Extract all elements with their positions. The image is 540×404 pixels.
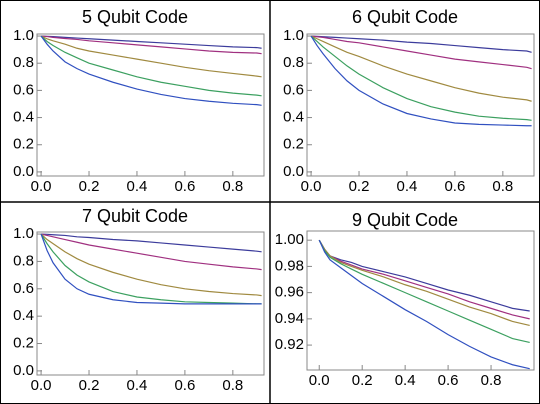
series-line — [41, 35, 262, 55]
x-tick-label: 0.6 — [444, 178, 465, 195]
y-tick-label: 1.0 — [283, 27, 304, 44]
y-tick-label: 0.0 — [13, 362, 34, 379]
series-line — [40, 233, 262, 305]
y-tick-label: 1.0 — [13, 225, 34, 242]
x-tick-label: 0.2 — [349, 178, 370, 195]
y-tick-label: 0.8 — [13, 54, 34, 71]
y-tick-label: 0.4 — [283, 109, 304, 126]
series-line — [310, 35, 532, 127]
y-tick-label: 0.6 — [13, 81, 34, 98]
x-tick-label: 0.4 — [395, 372, 416, 389]
series-line — [40, 233, 262, 271]
x-tick-label: 0.0 — [309, 372, 330, 389]
x-tick-label: 0.4 — [127, 178, 148, 195]
y-tick-label: 0.96 — [275, 284, 304, 301]
series-line — [311, 35, 532, 70]
y-tick-label: 0.4 — [13, 109, 34, 126]
chart-title: 6 Qubit Code — [352, 7, 458, 27]
series-line — [318, 239, 530, 327]
series-line — [318, 239, 530, 370]
series-line — [40, 35, 262, 78]
x-tick-label: 0.2 — [79, 377, 100, 394]
series-line — [311, 35, 532, 53]
x-tick-label: 0.8 — [222, 377, 243, 394]
y-tick-label: 0.0 — [13, 163, 34, 180]
y-tick-label: 0.2 — [13, 136, 34, 153]
series-line — [40, 35, 262, 97]
series-line — [40, 233, 262, 297]
y-tick-label: 0.2 — [13, 334, 34, 351]
x-tick-label: 0.4 — [397, 178, 418, 195]
plot-frame — [36, 33, 265, 177]
x-tick-label: 0.6 — [438, 372, 459, 389]
series-line — [40, 35, 262, 106]
y-tick-label: 1.00 — [275, 231, 304, 248]
y-tick-label: 0.92 — [275, 336, 304, 353]
x-tick-label: 0.6 — [174, 178, 195, 195]
y-tick-label: 0.2 — [283, 136, 304, 153]
y-tick-label: 0.4 — [13, 307, 34, 324]
x-tick-label: 0.4 — [127, 377, 148, 394]
plot-frame — [306, 230, 535, 371]
y-tick-label: 1.0 — [13, 27, 34, 44]
x-tick-label: 0.8 — [222, 178, 243, 195]
x-tick-label: 0.0 — [301, 178, 322, 195]
y-tick-label: 0.0 — [283, 163, 304, 180]
x-tick-label: 0.0 — [31, 178, 52, 195]
y-tick-label: 0.6 — [283, 81, 304, 98]
chart-title: 5 Qubit Code — [82, 7, 188, 27]
x-tick-label: 0.8 — [492, 178, 513, 195]
plot-frame — [36, 231, 265, 376]
y-tick-label: 0.8 — [283, 54, 304, 71]
chart-title: 9 Qubit Code — [352, 210, 458, 230]
series-line — [310, 35, 532, 102]
y-tick-label: 0.98 — [275, 257, 304, 274]
x-tick-label: 0.6 — [174, 377, 195, 394]
x-tick-label: 0.0 — [31, 377, 52, 394]
y-tick-label: 0.6 — [13, 280, 34, 297]
series-line — [318, 239, 530, 344]
y-tick-label: 0.8 — [13, 252, 34, 269]
series-line — [41, 233, 262, 253]
y-tick-label: 0.94 — [275, 310, 304, 327]
x-tick-label: 0.2 — [79, 178, 100, 195]
x-tick-label: 0.8 — [481, 372, 502, 389]
x-tick-label: 0.2 — [352, 372, 373, 389]
series-line — [310, 35, 532, 121]
chart-title: 7 Qubit Code — [82, 206, 188, 226]
series-line — [40, 233, 262, 305]
series-line — [41, 35, 262, 49]
plot-frame — [306, 33, 535, 177]
